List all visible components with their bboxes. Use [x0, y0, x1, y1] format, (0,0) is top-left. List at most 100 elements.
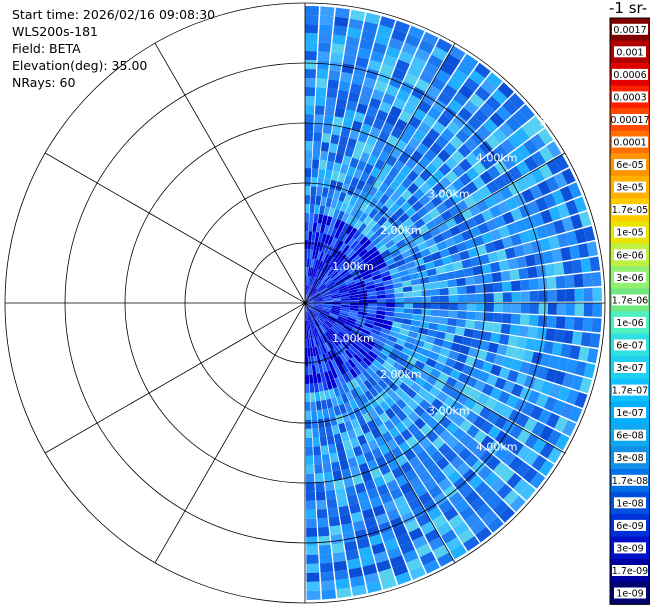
data-gate — [449, 135, 464, 150]
data-gate — [349, 345, 359, 354]
data-gate — [387, 546, 402, 560]
data-gate — [379, 16, 396, 29]
data-gate — [333, 25, 348, 37]
data-gate — [338, 191, 347, 202]
data-gate — [315, 281, 322, 289]
data-gate — [417, 241, 428, 252]
data-gate — [339, 289, 349, 294]
data-gate — [319, 544, 332, 555]
data-gate — [504, 247, 516, 259]
data-gate — [354, 209, 364, 220]
colorbar-label-bg — [612, 204, 648, 216]
data-gate — [401, 404, 414, 417]
data-gate — [326, 498, 338, 509]
data-gate — [349, 129, 360, 141]
data-gate — [342, 273, 352, 281]
data-gate — [375, 355, 386, 365]
data-gate — [473, 274, 484, 285]
data-gate — [390, 414, 402, 427]
range-ring-label: 1.00km — [332, 332, 374, 345]
data-gate — [319, 335, 326, 344]
data-gate — [309, 310, 316, 318]
data-gate — [310, 356, 315, 366]
data-gate — [397, 264, 408, 272]
data-gate — [394, 171, 407, 184]
data-gate — [365, 339, 376, 347]
data-gate — [352, 342, 361, 351]
data-gate — [396, 533, 412, 547]
data-gate — [377, 423, 389, 436]
data-gate — [493, 292, 503, 302]
data-gate — [477, 465, 493, 481]
data-gate — [325, 426, 334, 437]
data-gate — [358, 308, 368, 313]
data-gate — [465, 276, 475, 286]
data-gate — [418, 370, 430, 381]
data-gate — [463, 195, 476, 208]
data-gate — [317, 326, 323, 335]
data-gate — [349, 297, 359, 301]
data-gate — [457, 61, 474, 77]
data-gate — [412, 535, 428, 550]
data-gate — [365, 354, 375, 363]
data-gate — [534, 339, 545, 353]
data-gate — [400, 461, 413, 474]
data-gate — [357, 434, 368, 446]
data-gate — [371, 89, 385, 101]
data-gate — [445, 156, 459, 170]
data-gate — [419, 70, 435, 85]
data-gate — [330, 311, 340, 316]
data-gate — [529, 303, 539, 314]
data-gate — [419, 276, 430, 285]
data-gate — [334, 153, 344, 164]
data-gate — [539, 237, 552, 252]
data-gate — [320, 288, 329, 294]
data-gate — [354, 482, 367, 494]
colorbar-label-bg — [612, 23, 648, 35]
data-gate — [423, 149, 437, 162]
data-gate — [390, 487, 404, 500]
data-gate — [322, 381, 329, 391]
data-gate — [328, 443, 337, 454]
data-gate — [381, 576, 397, 590]
data-gate — [349, 300, 359, 303]
data-gate — [445, 435, 459, 449]
data-gate — [448, 287, 458, 295]
data-gate — [445, 170, 459, 184]
data-gate — [519, 361, 531, 375]
data-gate — [373, 212, 383, 223]
data-gate — [390, 126, 404, 139]
data-gate — [359, 236, 369, 246]
data-gate — [347, 237, 356, 247]
data-gate — [331, 308, 341, 313]
data-gate — [331, 299, 341, 302]
data-gate — [344, 109, 356, 121]
data-gate — [324, 169, 333, 180]
data-gate — [315, 317, 322, 325]
data-gate — [537, 180, 552, 196]
data-gate — [350, 268, 360, 276]
data-gate — [354, 529, 368, 541]
data-gate — [421, 213, 433, 224]
data-gate — [373, 343, 383, 352]
data-gate — [410, 319, 421, 327]
data-gate — [313, 300, 323, 302]
data-gate — [388, 381, 399, 392]
data-gate — [305, 482, 315, 492]
data-gate — [444, 237, 456, 248]
data-gate — [372, 42, 388, 55]
data-gate — [448, 303, 458, 311]
data-gate — [335, 7, 350, 19]
data-gate — [310, 267, 315, 277]
data-gate — [540, 380, 554, 396]
data-gate — [490, 477, 506, 493]
data-gate — [400, 201, 412, 213]
data-gate — [573, 196, 587, 213]
data-gate — [330, 271, 339, 279]
data-gate — [305, 297, 312, 303]
data-gate — [494, 415, 508, 430]
data-gate — [324, 106, 335, 117]
data-gate — [330, 198, 338, 209]
colorbar-label: 1.7e-05 — [612, 205, 648, 216]
data-gate — [457, 294, 467, 303]
